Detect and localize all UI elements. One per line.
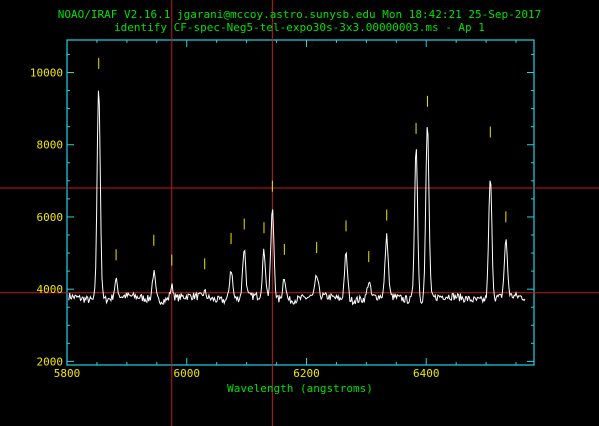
y-tick-label: 2000 — [37, 355, 64, 368]
header-image-line: identify CF-spec-Neg5-tel-expo30s-3x3.00… — [114, 21, 485, 34]
plot-frame — [66, 39, 535, 366]
y-tick-label: 4000 — [37, 283, 64, 296]
x-tick-label: 5800 — [54, 367, 81, 380]
axis-tick-labels: 5800 6000 6200 6400 2000 4000 6000 8000 10000 — [30, 67, 440, 381]
x-tick-label: 6000 — [173, 367, 200, 380]
x-tick-label: 6200 — [293, 367, 320, 380]
axis-ticks — [66, 40, 534, 365]
y-tick-label: 8000 — [37, 139, 64, 152]
header-version-line: NOAO/IRAF V2.16.1 jgarani@mccoy.astro.su… — [57, 8, 542, 21]
x-axis-label: Wavelength (angstroms) — [227, 382, 373, 395]
spectrum-line — [68, 90, 526, 306]
x-tick-label: 6400 — [413, 367, 440, 380]
identified-line-marks — [98, 57, 507, 270]
y-tick-label: 10000 — [30, 67, 63, 80]
y-tick-label: 6000 — [37, 211, 64, 224]
